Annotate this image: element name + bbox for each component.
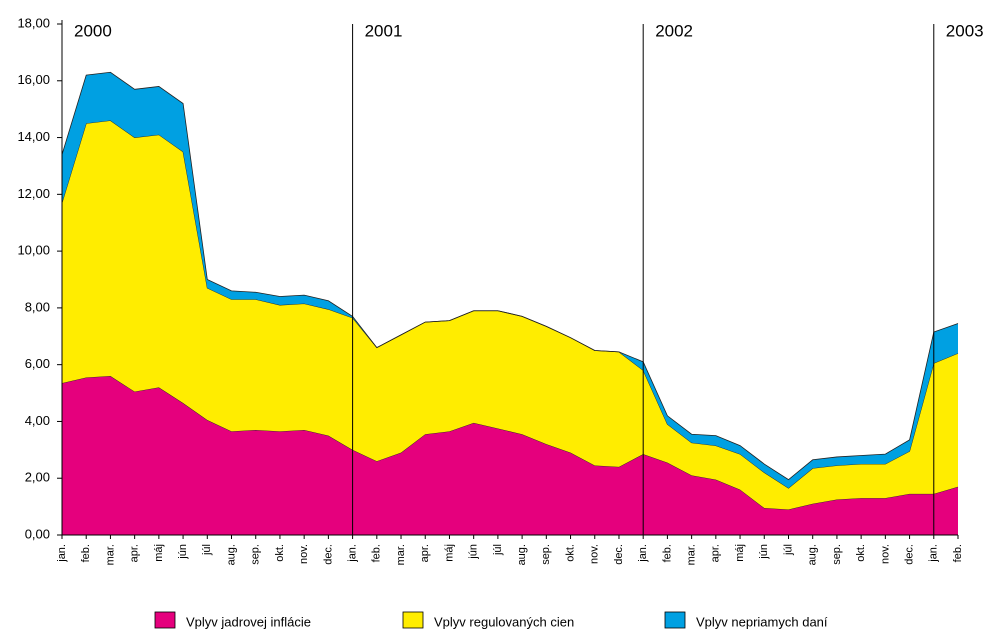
x-tick-label: apr. [710,544,722,562]
legend-swatch [402,611,424,629]
year-label: 2001 [365,21,403,40]
legend-swatch [664,611,686,629]
y-tick-label: 14,00 [17,129,50,144]
x-tick-label: okt. [855,544,867,562]
y-tick-label: 4,00 [25,413,50,428]
x-tick-label: aug. [807,544,819,565]
x-tick-label: nov. [298,544,310,564]
x-tick-label: mar. [104,544,116,565]
x-tick-label: apr. [129,544,141,562]
x-tick-label: jan. [347,544,359,563]
x-tick-label: jún [177,544,189,560]
year-label: 2003 [946,21,984,40]
area [62,72,958,489]
x-tick-label: máj [734,544,746,562]
area [62,120,958,510]
x-tick-label: jan. [56,544,68,563]
x-tick-label: jan. [637,544,649,563]
y-tick-label: 10,00 [17,243,50,258]
x-tick-label: okt. [564,544,576,562]
y-tick-label: 12,00 [17,186,50,201]
x-tick-label: feb. [952,544,964,562]
x-tick-label: feb. [661,544,673,562]
area-outline [61,71,959,481]
x-tick-label: aug. [225,544,237,565]
x-tick-label: mar. [395,544,407,565]
x-tick-label: feb. [80,544,92,562]
x-tick-label: apr. [419,544,431,562]
x-tick-label: aug. [516,544,528,565]
x-tick-label: nov. [589,544,601,564]
legend-label: Vplyv regulovaných cien [434,614,574,629]
x-tick-label: feb. [371,544,383,562]
x-tick-label: máj [443,544,455,562]
legend-label: Vplyv nepriamych daní [696,614,828,629]
x-tick-label: júl [201,544,213,556]
y-tick-label: 0,00 [25,526,50,541]
x-tick-label: dec. [613,544,625,565]
y-tick-label: 6,00 [25,356,50,371]
year-label: 2002 [655,21,693,40]
x-tick-label: júl [492,544,504,556]
x-tick-label: okt. [274,544,286,562]
x-tick-label: máj [153,544,165,562]
legend-label: Vplyv jadrovej inflácie [186,614,311,629]
area [62,376,958,535]
x-tick-label: jún [758,544,770,560]
y-tick-label: 2,00 [25,470,50,485]
year-label: 2000 [74,21,112,40]
y-tick-label: 16,00 [17,72,50,87]
y-tick-label: 18,00 [17,15,50,30]
x-tick-label: jan. [928,544,940,563]
x-tick-label: sep. [540,544,552,565]
x-tick-label: dec. [903,544,915,565]
x-tick-label: sep. [831,544,843,565]
x-tick-label: nov. [879,544,891,564]
x-tick-label: dec. [322,544,334,565]
legend-swatch [154,611,176,629]
x-tick-label: júl [782,544,794,556]
y-tick-label: 8,00 [25,299,50,314]
x-tick-label: jún [468,544,480,560]
x-tick-label: sep. [250,544,262,565]
x-tick-label: mar. [686,544,698,565]
